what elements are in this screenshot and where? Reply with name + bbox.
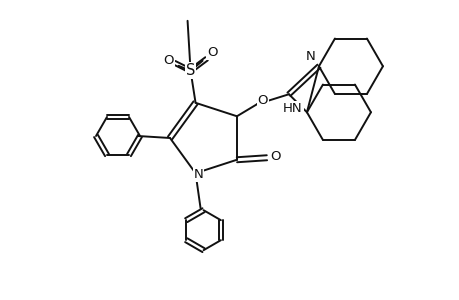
Text: HN: HN (282, 102, 302, 115)
Text: O: O (270, 150, 280, 163)
Text: N: N (305, 50, 315, 63)
Text: N: N (193, 168, 203, 181)
Text: O: O (257, 94, 268, 107)
Text: O: O (163, 54, 174, 67)
Text: S: S (185, 63, 195, 78)
Text: O: O (207, 46, 218, 59)
